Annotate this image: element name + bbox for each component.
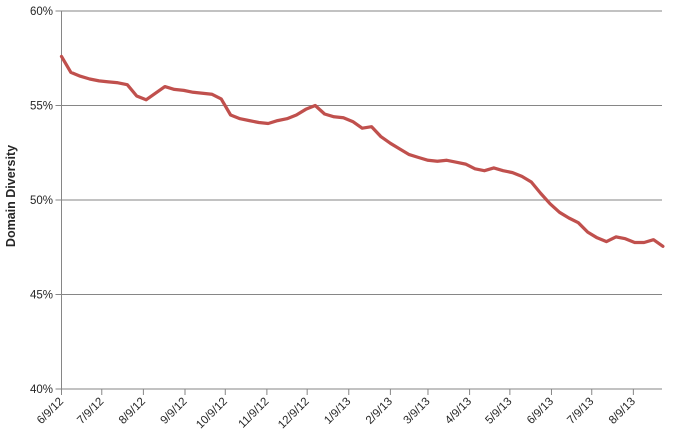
y-tick-label: 45% bbox=[30, 290, 53, 302]
y-tick-label: 60% bbox=[30, 6, 53, 18]
data-line-domain-diversity bbox=[59, 54, 665, 248]
y-tick-label: 55% bbox=[30, 101, 53, 113]
axes-group bbox=[55, 10, 634, 395]
data-series-group bbox=[59, 54, 665, 248]
y-tick-label: 40% bbox=[30, 384, 53, 396]
gridlines-group bbox=[61, 10, 662, 390]
y-axis-title: Domain Diversity bbox=[4, 145, 18, 247]
y-tick-label: 50% bbox=[30, 195, 53, 207]
